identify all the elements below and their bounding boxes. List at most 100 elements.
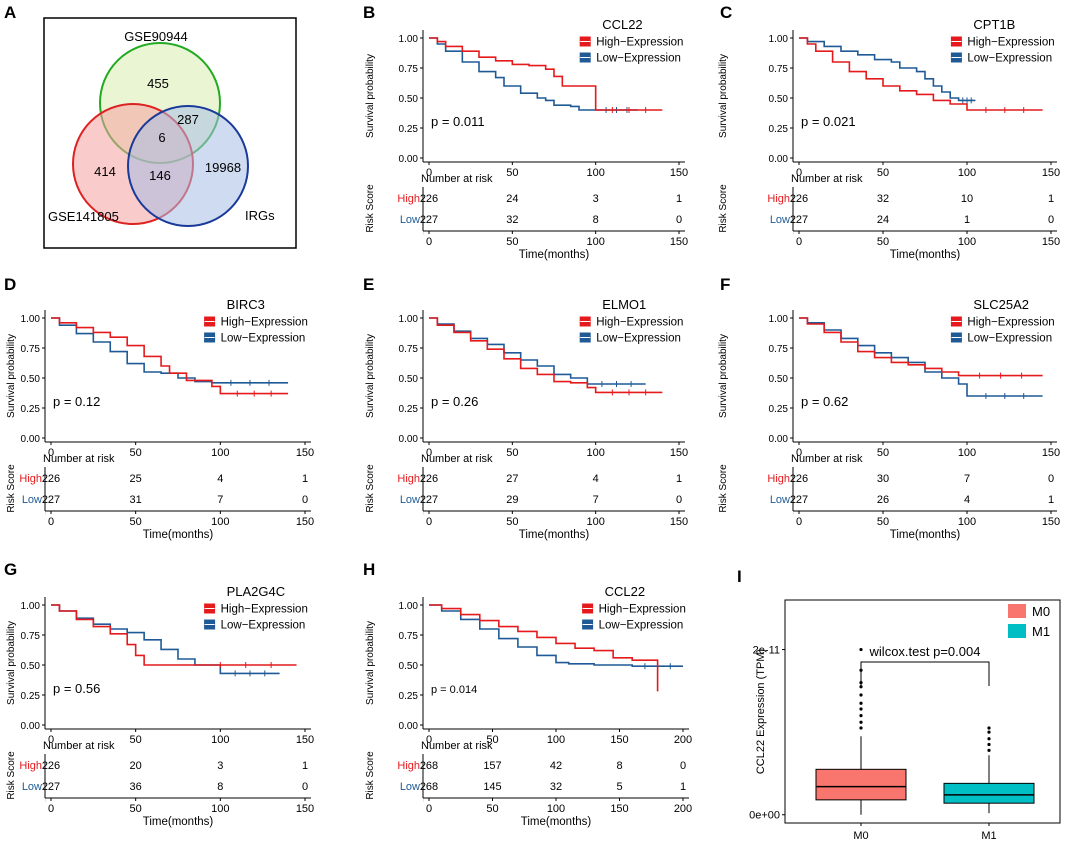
low-expression-curve xyxy=(799,37,976,102)
x-axis-label: Time(months) xyxy=(519,529,590,541)
y-tick-label: 0.50 xyxy=(399,661,419,672)
gene-title: CPT1B xyxy=(973,17,1015,32)
risk-score-label: Risk Score xyxy=(718,464,729,513)
risk-count-high: 226 xyxy=(420,473,438,485)
venn-circle-irgs xyxy=(127,105,249,227)
legend-label: High−Expression xyxy=(967,317,1054,329)
risk-count-low: 7 xyxy=(217,494,223,506)
low-expression-curve xyxy=(429,604,683,667)
y-axis-label: Survival probability xyxy=(718,334,729,418)
x-tick-label: 150 xyxy=(670,167,688,179)
risk-count-low: 32 xyxy=(506,214,518,226)
legend-label: Low−Expression xyxy=(596,333,681,345)
legend-label: High−Expression xyxy=(596,317,683,329)
risk-count-high: 10 xyxy=(961,193,973,205)
y-tick-label: 1.00 xyxy=(399,601,419,612)
gene-title: SLC25A2 xyxy=(973,297,1029,312)
y-tick-label: 0.00 xyxy=(769,154,789,165)
x-tick-label: 0 xyxy=(426,167,432,179)
risk-count-high: 0 xyxy=(1048,473,1054,485)
y-axis-label: Survival probability xyxy=(718,54,729,138)
venn-count: 6 xyxy=(158,130,165,145)
legend-label: Low−Expression xyxy=(221,333,306,345)
y-tick-label: 0.75 xyxy=(21,631,41,642)
risk-count-low: 4 xyxy=(964,494,970,506)
outlier-point xyxy=(859,701,863,705)
km-panel-c: C 0.00 0.25 0.50 0.75 1.00 Survival probabilit… xyxy=(718,3,1060,261)
risk-count-low: 5 xyxy=(616,781,622,793)
risk-score-label: Risk Score xyxy=(365,751,376,800)
risk-count-low: 1 xyxy=(1048,494,1054,506)
risk-count-high: 226 xyxy=(790,193,808,205)
x-tick-label: 50 xyxy=(486,803,498,815)
risk-count-low: 0 xyxy=(302,781,308,793)
panel-letter: A xyxy=(4,3,16,22)
y-tick-label: 2e-11 xyxy=(753,645,780,657)
km-panel-g: G 0.00 0.25 0.50 0.75 1.00 Survival probabilit… xyxy=(4,560,314,828)
x-tick-label: 100 xyxy=(211,803,229,815)
x-tick-label: 100 xyxy=(586,236,604,248)
x-tick-label: 50 xyxy=(130,803,142,815)
risk-count-high: 1 xyxy=(676,473,682,485)
x-axis-label: Time(months) xyxy=(890,529,961,541)
x-tick-label: 0 xyxy=(426,734,432,746)
risk-count-high: 20 xyxy=(130,760,142,772)
risk-count-high: 1 xyxy=(1048,193,1054,205)
x-axis-label: Time(months) xyxy=(143,816,214,828)
plot-frame xyxy=(784,599,1061,824)
x-tick-label: 50 xyxy=(877,447,889,459)
km-panel-d: D 0.00 0.25 0.50 0.75 1.00 Survival probabilit… xyxy=(4,275,314,541)
risk-count-high: 7 xyxy=(964,473,970,485)
risk-count-high: 226 xyxy=(42,760,60,772)
gene-title: ELMO1 xyxy=(602,297,646,312)
risk-row-label-high: High xyxy=(19,760,42,772)
y-axis-label: Survival probability xyxy=(365,334,376,418)
risk-table-title: Number at risk xyxy=(421,173,493,185)
outlier-point xyxy=(859,726,863,730)
risk-count-low: 26 xyxy=(877,494,889,506)
risk-count-high: 1 xyxy=(302,760,308,772)
risk-count-high: 25 xyxy=(130,473,142,485)
risk-row-label-low: Low xyxy=(400,214,420,226)
low-expression-curve xyxy=(799,317,1043,397)
y-tick-label: 0.25 xyxy=(769,124,789,135)
risk-count-low: 32 xyxy=(550,781,562,793)
panel-letter: E xyxy=(363,275,374,294)
x-tick-label: 150 xyxy=(670,447,688,459)
gene-title: CCL22 xyxy=(605,584,645,599)
y-tick-label: 0.50 xyxy=(769,374,789,385)
x-tick-label: 50 xyxy=(877,167,889,179)
km-panel-b: B 0.00 0.25 0.50 0.75 1.00 Survival probabilit… xyxy=(363,3,688,261)
box-m0 xyxy=(815,768,907,801)
p-value: p = 0.021 xyxy=(801,114,856,129)
y-tick-label: 0.75 xyxy=(399,344,419,355)
venn-panel: A GSE90944 GSE141805 IRGs 455 414 19968 6 287 146 xyxy=(4,3,297,249)
x-tick-label: 0 xyxy=(426,516,432,528)
outlier-point xyxy=(859,647,863,652)
risk-count-high: 0 xyxy=(680,760,686,772)
risk-count-low: 227 xyxy=(42,781,60,793)
risk-count-low: 0 xyxy=(676,214,682,226)
risk-row-label-low: Low xyxy=(770,214,790,226)
panel-letter: I xyxy=(737,567,742,586)
risk-count-high: 42 xyxy=(550,760,562,772)
venn-count: 455 xyxy=(147,76,169,91)
x-tick-label: 150 xyxy=(296,516,314,528)
x-axis-label: Time(months) xyxy=(519,249,590,261)
x-axis-label: Time(months) xyxy=(521,816,592,828)
p-value: p = 0.014 xyxy=(431,684,477,696)
y-tick-label: 1.00 xyxy=(769,34,789,45)
gene-title: CCL22 xyxy=(602,17,642,32)
y-tick-label: 1.00 xyxy=(769,314,789,325)
venn-set-label: GSE141805 xyxy=(48,209,119,224)
risk-count-high: 3 xyxy=(593,193,599,205)
risk-count-low: 227 xyxy=(42,494,60,506)
risk-count-high: 226 xyxy=(420,193,438,205)
significance-bracket xyxy=(860,661,990,686)
legend-key-m1 xyxy=(1008,624,1026,638)
risk-count-low: 1 xyxy=(964,214,970,226)
km-panel-h: H 0.00 0.25 0.50 0.75 1.00 Survival probabilit… xyxy=(363,560,692,828)
outlier-point xyxy=(859,685,863,689)
x-tick-label: 200 xyxy=(674,803,692,815)
x-tick-label: 150 xyxy=(610,803,628,815)
